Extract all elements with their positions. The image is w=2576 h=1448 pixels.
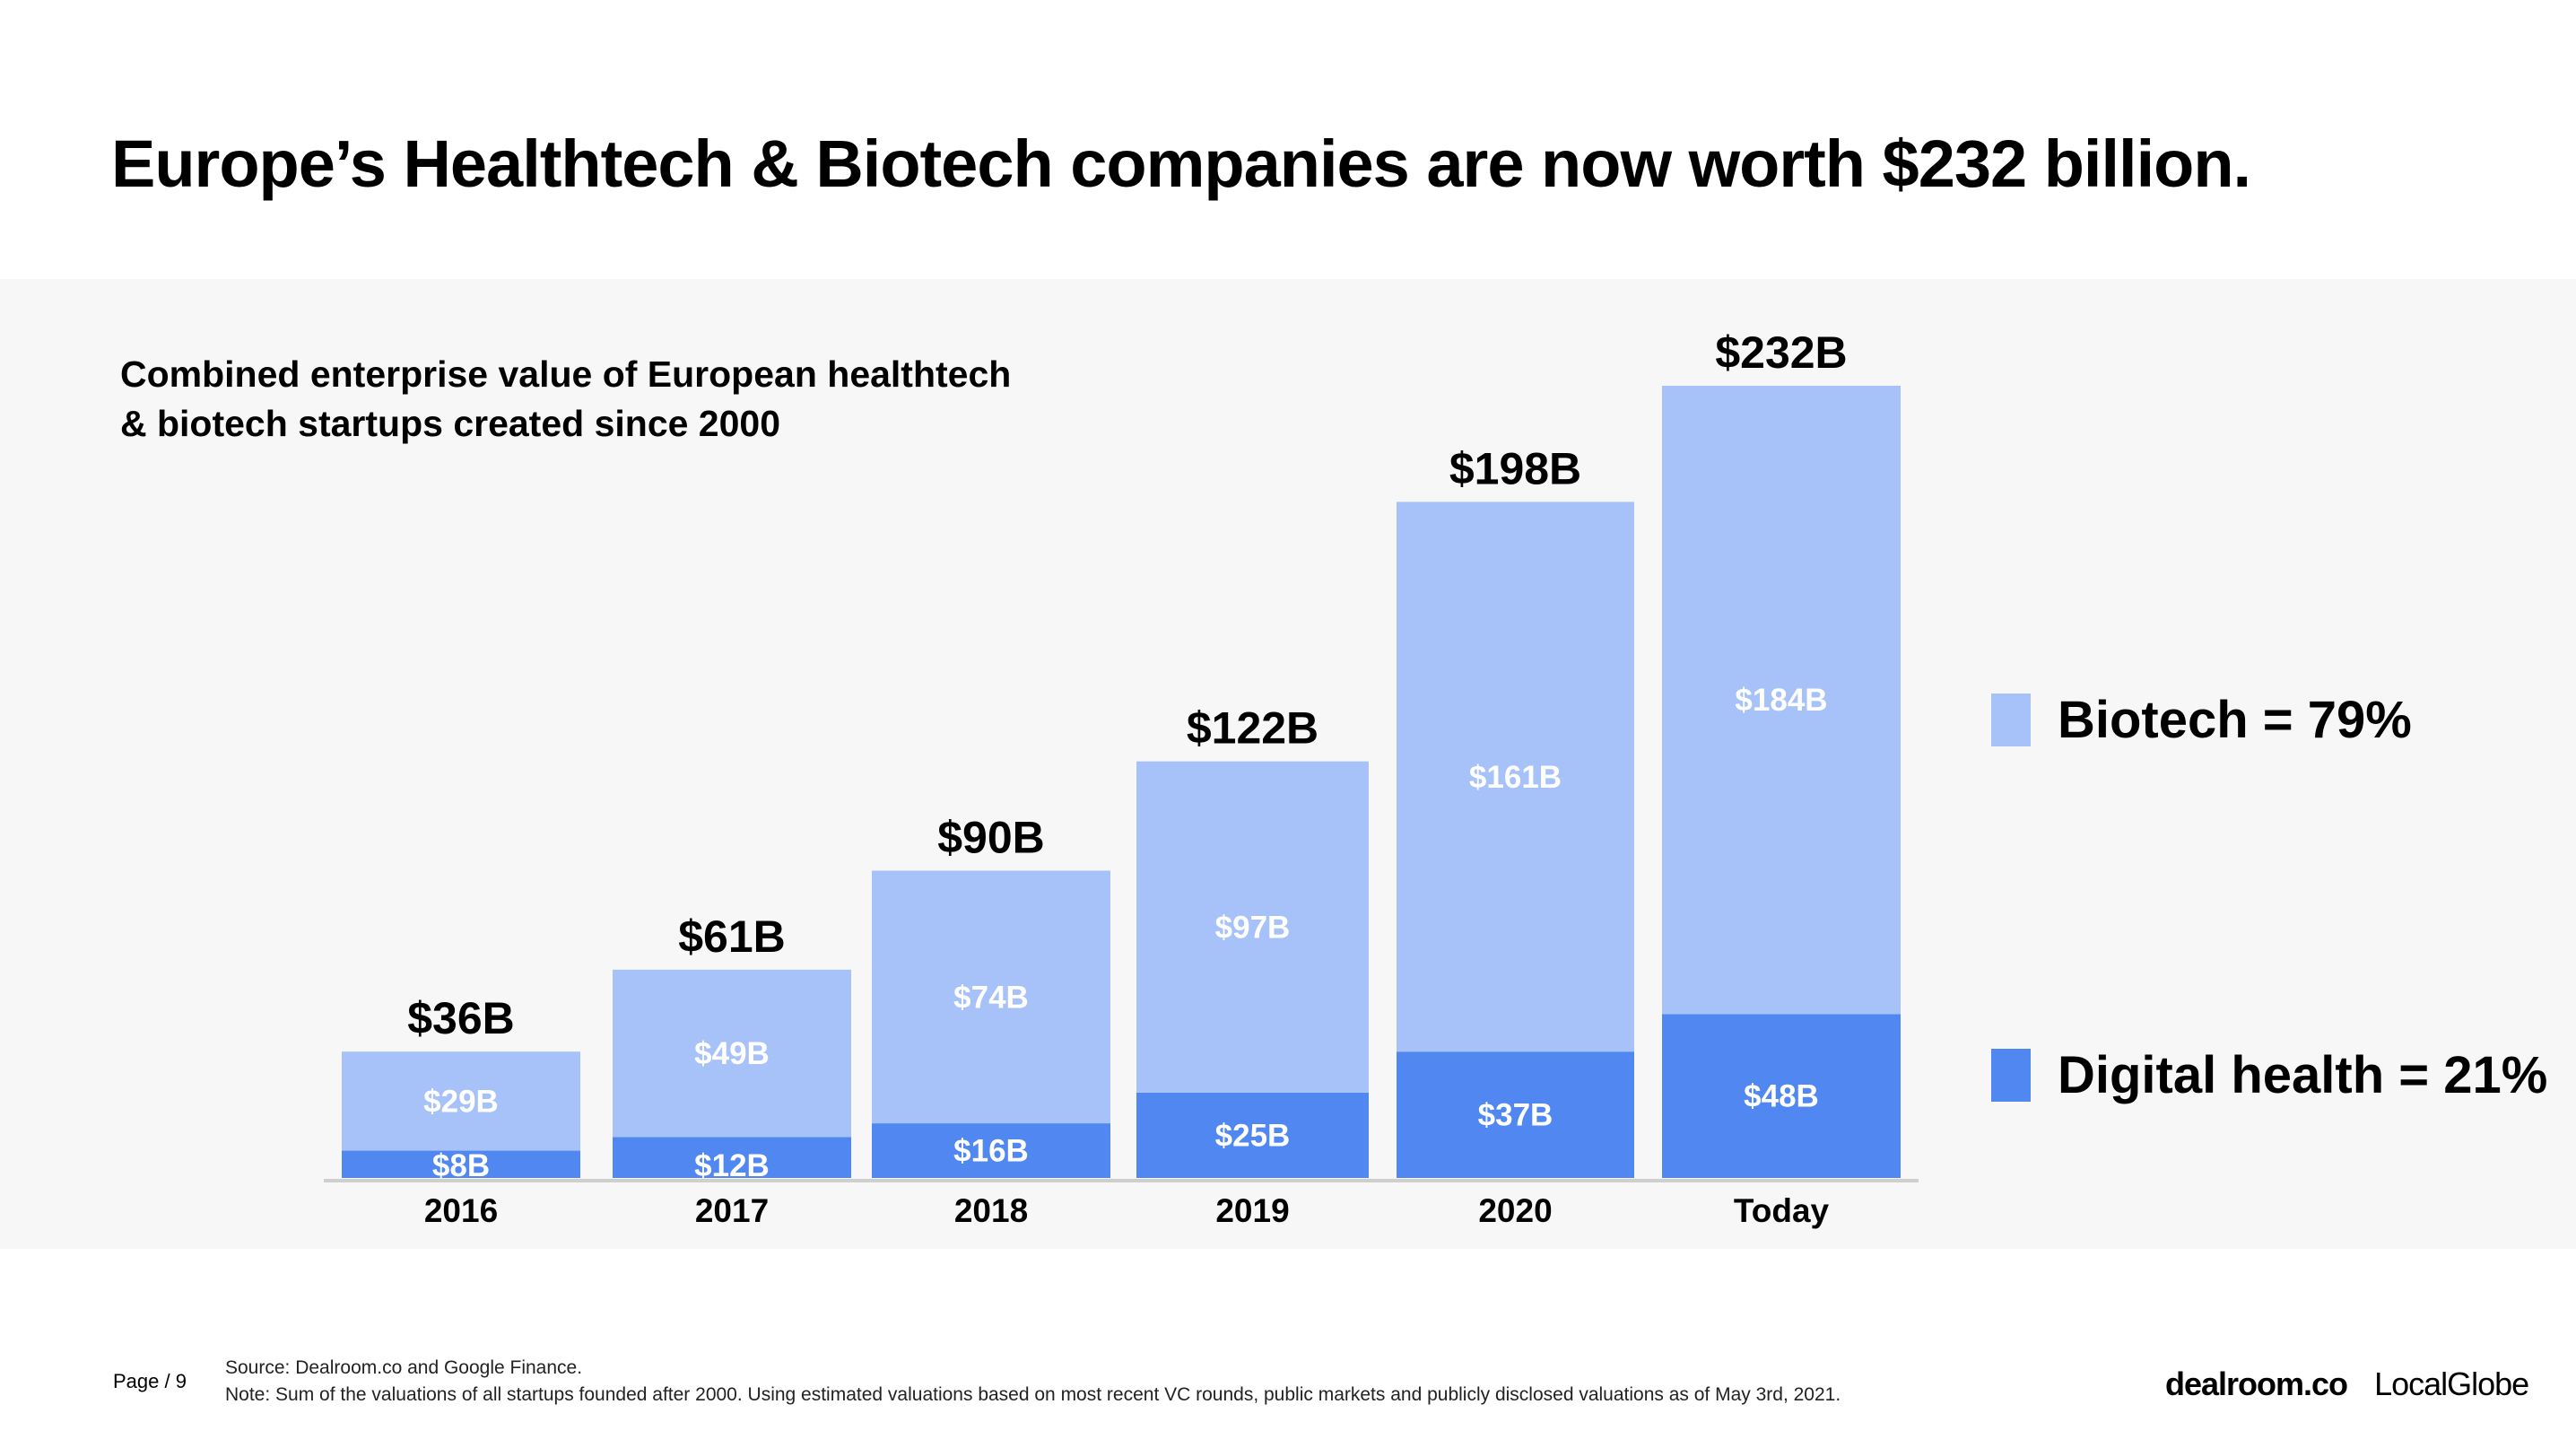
x-tick-label: 2019 [1215, 1192, 1289, 1229]
segment-label: $161B [1469, 760, 1562, 795]
bar-biotech [613, 969, 851, 1138]
segment-label: $29B [423, 1084, 499, 1119]
legend-item-biotech: Biotech = 79% [1991, 690, 2412, 750]
segment-label: $25B [1215, 1118, 1291, 1153]
x-tick-label: 2016 [424, 1192, 498, 1229]
segment-label: $8B [432, 1148, 490, 1183]
total-label: $61B [678, 912, 786, 962]
dealroom-logo: dealroom.co [2165, 1365, 2348, 1402]
source-notes: Source: Dealroom.co and Google Finance. … [225, 1355, 1841, 1409]
bar-biotech [1136, 761, 1369, 1093]
bar-digital-health [613, 1137, 851, 1178]
total-label: $36B [407, 993, 515, 1043]
total-label: $90B [937, 812, 1045, 862]
bar-digital-health [1662, 1014, 1901, 1178]
segment-label: $37B [1478, 1098, 1553, 1133]
chart-subtitle: Combined enterprise value of European he… [120, 350, 1152, 449]
total-label: $198B [1449, 443, 1581, 493]
bar-digital-health [1136, 1092, 1369, 1178]
x-tick-label: 2017 [695, 1192, 769, 1229]
x-tick-label: 2020 [1478, 1192, 1552, 1229]
total-label: $232B [1715, 327, 1847, 378]
segment-label: $12B [694, 1148, 770, 1183]
page-title: Europe’s Healthtech & Biotech companies … [111, 126, 2251, 201]
chart-subtitle-line: Combined enterprise value of European he… [120, 353, 1012, 395]
segment-label: $16B [953, 1134, 1029, 1169]
segment-label: $74B [953, 980, 1029, 1015]
bar-biotech [1397, 502, 1634, 1052]
bar-digital-health [1397, 1051, 1634, 1178]
x-tick-label: 2018 [954, 1192, 1028, 1229]
page-number: Page / 9 [113, 1370, 187, 1392]
logos: dealroom.co LocalGlobe [2165, 1365, 2529, 1403]
legend-swatch-digital-health [1991, 1049, 2031, 1102]
chart-subtitle-line: & biotech startups created since 2000 [120, 403, 781, 444]
total-label: $122B [1187, 703, 1318, 754]
legend-label: Digital health = 21% [2058, 1046, 2548, 1104]
bar-biotech [1662, 386, 1901, 1015]
source-text: Source: Dealroom.co and Google Finance. [225, 1357, 583, 1378]
bar-biotech [342, 1051, 580, 1151]
legend-item-digital-health: Digital health = 21% [1991, 1045, 2547, 1105]
segment-label: $184B [1735, 683, 1827, 718]
localglobe-logo: LocalGlobe [2374, 1365, 2529, 1402]
bar-biotech [872, 870, 1110, 1124]
x-tick-label: Today [1734, 1192, 1830, 1229]
legend-label: Biotech = 79% [2058, 691, 2412, 749]
segment-label: $48B [1744, 1079, 1819, 1114]
segment-label: $49B [694, 1036, 770, 1071]
note-text: Note: Sum of the valuations of all start… [225, 1384, 1841, 1405]
legend-swatch-biotech [1991, 693, 2031, 746]
segment-label: $97B [1215, 910, 1291, 945]
bar-digital-health [872, 1123, 1110, 1178]
bar-digital-health [342, 1150, 580, 1178]
